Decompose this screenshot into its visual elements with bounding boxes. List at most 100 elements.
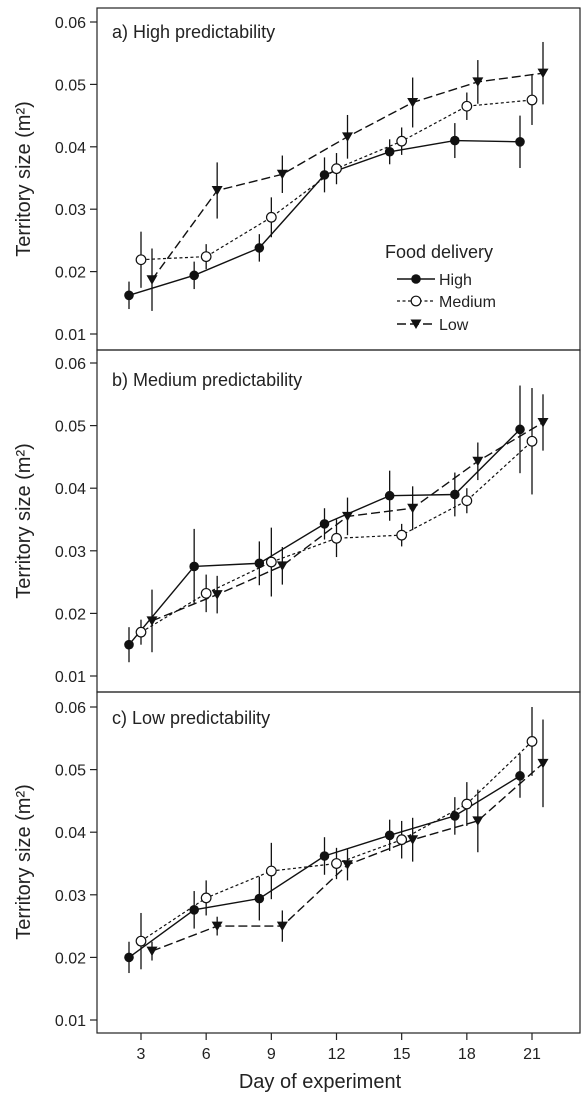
- point-low: [472, 456, 484, 467]
- point-medium: [396, 135, 408, 147]
- y-tick-label: 0.06: [55, 356, 86, 373]
- point-medium: [265, 556, 277, 568]
- panel-a-title: a) High predictability: [112, 22, 275, 42]
- x-tick-label: 9: [267, 1046, 276, 1063]
- point-low: [472, 77, 484, 87]
- y-tick-label: 0.01: [55, 1013, 86, 1030]
- panel-a-series: [124, 41, 549, 311]
- panel-b-yticks: 0.01 0.02 0.03 0.04 0.05 0.06: [55, 356, 97, 686]
- point-high: [384, 146, 395, 157]
- series-line-medium: [140, 740, 533, 942]
- point-low: [342, 511, 353, 522]
- y-tick-label: 0.05: [55, 77, 86, 94]
- panel-b: b) Medium predictability Territory size …: [13, 349, 581, 693]
- point-high: [450, 135, 460, 146]
- point-high: [450, 811, 460, 821]
- x-axis-label: Day of experiment: [239, 1071, 402, 1093]
- point-low: [407, 503, 419, 514]
- point-high: [124, 290, 134, 301]
- point-low: [146, 616, 158, 626]
- point-low: [276, 169, 288, 180]
- y-tick-label: 0.04: [55, 481, 86, 498]
- point-medium: [331, 858, 342, 869]
- point-low: [342, 860, 353, 870]
- point-medium: [331, 532, 342, 544]
- point-low: [407, 97, 419, 108]
- point-low: [146, 946, 158, 957]
- y-tick-label: 0.04: [55, 140, 86, 157]
- point-medium: [461, 495, 473, 507]
- legend-marker-high: [411, 274, 421, 284]
- x-tick-label: 3: [137, 1046, 146, 1063]
- point-high: [384, 490, 395, 501]
- x-tick-label: 12: [328, 1046, 346, 1063]
- panel-a: a) High predictability Territory size (m…: [13, 7, 581, 351]
- point-high: [450, 489, 460, 500]
- x-tick-label: 6: [202, 1046, 211, 1063]
- panel-a-frame: [96, 7, 581, 351]
- point-high: [189, 561, 199, 572]
- point-medium: [331, 163, 342, 175]
- point-medium: [461, 798, 473, 810]
- point-high: [515, 424, 525, 435]
- panel-b-ylabel: Territory size (m²): [13, 443, 35, 599]
- point-low: [342, 132, 353, 142]
- point-medium: [461, 100, 473, 112]
- legend-key-medium: [397, 295, 435, 307]
- point-low: [407, 835, 419, 845]
- point-low: [537, 758, 549, 769]
- legend-title: Food delivery: [385, 242, 493, 262]
- point-low: [211, 921, 223, 932]
- point-high: [515, 771, 525, 781]
- y-tick-label: 0.02: [55, 606, 86, 623]
- y-tick-label: 0.01: [55, 669, 86, 686]
- point-medium: [200, 892, 212, 904]
- panel-a-yticks: 0.01 0.02 0.03 0.04 0.05 0.06: [55, 15, 97, 344]
- legend-label-high: High: [439, 272, 472, 289]
- point-high: [319, 170, 330, 180]
- y-tick-label: 0.05: [55, 419, 86, 436]
- panel-c-ylabel: Territory size (m²): [13, 784, 35, 940]
- x-tick-label: 15: [393, 1046, 411, 1063]
- y-tick-label: 0.01: [55, 327, 86, 344]
- point-medium: [265, 211, 277, 223]
- y-tick-label: 0.04: [55, 825, 86, 842]
- point-low: [211, 590, 223, 600]
- point-medium: [526, 435, 538, 447]
- point-high: [124, 639, 134, 650]
- legend-key-low: [397, 319, 435, 329]
- point-medium: [265, 865, 277, 877]
- point-high: [319, 851, 330, 861]
- panel-c-yticks: 0.01 0.02 0.03 0.04 0.05 0.06: [55, 700, 97, 1030]
- point-medium: [200, 587, 212, 599]
- point-high: [189, 270, 199, 281]
- y-tick-label: 0.02: [55, 265, 86, 282]
- y-tick-label: 0.02: [55, 950, 86, 967]
- point-high: [515, 137, 525, 147]
- x-tick-label: 21: [523, 1046, 541, 1063]
- point-low: [537, 68, 549, 79]
- point-low: [276, 561, 288, 571]
- legend-label-low: Low: [439, 317, 469, 334]
- point-low: [537, 417, 549, 428]
- point-medium: [526, 736, 538, 747]
- y-tick-label: 0.03: [55, 888, 86, 905]
- panel-c-series: [124, 707, 549, 974]
- point-high: [319, 519, 330, 529]
- point-low: [211, 185, 223, 196]
- y-tick-label: 0.06: [55, 15, 86, 32]
- point-high: [254, 558, 265, 569]
- point-high: [254, 893, 265, 904]
- legend-marker-medium: [410, 295, 422, 307]
- point-high: [254, 243, 265, 253]
- legend-marker-low: [410, 319, 422, 329]
- legend-key-high: [397, 274, 435, 284]
- point-low: [276, 921, 288, 932]
- panel-c-frame: [96, 691, 581, 1034]
- legend-label-medium: Medium: [439, 294, 496, 311]
- point-medium: [135, 626, 147, 638]
- x-axis: 3 6 9 12 15 18 21: [137, 1033, 541, 1063]
- panel-c-title: c) Low predictability: [112, 708, 270, 728]
- point-medium: [396, 834, 408, 846]
